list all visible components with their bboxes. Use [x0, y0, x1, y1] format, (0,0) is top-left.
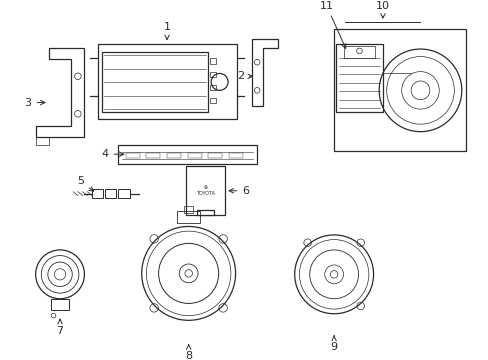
- Text: 7: 7: [57, 319, 63, 336]
- Text: 3: 3: [24, 98, 45, 108]
- Bar: [146, 153, 160, 158]
- Bar: [125, 153, 140, 158]
- Bar: [335, 44, 382, 112]
- Bar: [343, 46, 375, 58]
- Text: 9: 9: [330, 336, 337, 352]
- Bar: [105, 189, 116, 198]
- Bar: [197, 210, 214, 215]
- Text: 5: 5: [77, 176, 93, 191]
- Bar: [210, 72, 215, 77]
- Bar: [118, 189, 129, 198]
- Text: 2: 2: [236, 71, 252, 81]
- Text: 8: 8: [185, 345, 192, 360]
- Bar: [187, 153, 202, 158]
- Bar: [185, 166, 225, 215]
- Text: 10: 10: [375, 1, 389, 18]
- Bar: [177, 211, 200, 223]
- Bar: [102, 52, 208, 112]
- Text: ⊕
TOYOTA: ⊕ TOYOTA: [196, 185, 215, 196]
- Text: 4: 4: [102, 149, 123, 159]
- Text: 1: 1: [163, 22, 170, 40]
- Bar: [210, 98, 215, 103]
- Bar: [98, 44, 236, 120]
- Bar: [210, 85, 215, 90]
- Bar: [208, 153, 222, 158]
- Bar: [51, 299, 69, 310]
- Bar: [183, 206, 193, 213]
- Bar: [92, 189, 103, 198]
- Text: 6: 6: [229, 186, 249, 196]
- Bar: [36, 137, 49, 145]
- Text: 11: 11: [319, 1, 345, 48]
- Bar: [167, 153, 181, 158]
- Bar: [333, 30, 465, 151]
- Bar: [210, 58, 215, 64]
- Bar: [118, 145, 257, 163]
- Bar: [228, 153, 243, 158]
